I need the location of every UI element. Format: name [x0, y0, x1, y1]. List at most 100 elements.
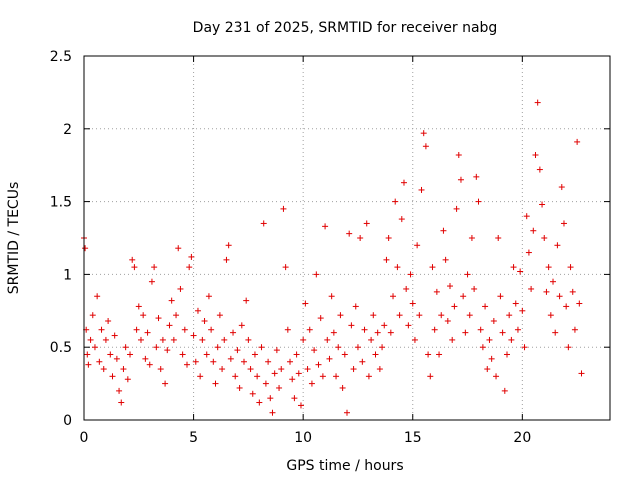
grid-layer — [84, 56, 610, 420]
data-point — [256, 399, 263, 406]
data-point — [335, 344, 342, 351]
data-point — [547, 312, 554, 319]
data-point — [453, 205, 460, 212]
data-point — [188, 253, 195, 260]
data-point — [440, 227, 447, 234]
data-point — [510, 264, 517, 271]
data-point — [471, 285, 478, 292]
data-point — [512, 300, 519, 307]
y-tick-label: 2.5 — [50, 49, 72, 65]
data-point — [532, 152, 539, 159]
data-point — [184, 361, 191, 368]
data-point — [291, 395, 298, 402]
data-point — [563, 303, 570, 310]
data-point — [407, 271, 414, 278]
y-axis-label: SRMTID / TECUs — [6, 182, 22, 295]
data-point — [129, 256, 136, 263]
data-point — [462, 329, 469, 336]
data-point — [144, 329, 151, 336]
data-point — [113, 355, 120, 362]
data-point — [449, 336, 456, 343]
data-point — [503, 351, 510, 358]
data-point — [94, 293, 101, 300]
data-point — [519, 307, 526, 314]
data-point — [436, 351, 443, 358]
data-point — [91, 344, 98, 351]
data-point — [311, 347, 318, 354]
data-point — [230, 329, 237, 336]
data-point — [497, 293, 504, 300]
data-point — [372, 351, 379, 358]
y-tick-label: 1.5 — [50, 195, 72, 211]
data-point — [212, 380, 219, 387]
data-point — [536, 166, 543, 173]
data-point — [173, 312, 180, 319]
data-point — [508, 336, 515, 343]
data-point — [306, 326, 313, 333]
data-point — [543, 288, 550, 295]
data-point — [201, 317, 208, 324]
data-point — [313, 271, 320, 278]
data-point — [578, 370, 585, 377]
data-point — [394, 264, 401, 271]
data-point — [199, 336, 206, 343]
data-point — [245, 336, 252, 343]
data-point — [396, 312, 403, 319]
data-point — [379, 344, 386, 351]
data-point — [208, 326, 215, 333]
data-point — [560, 220, 567, 227]
y-tick-label: 0.5 — [50, 340, 72, 356]
data-point — [151, 264, 158, 271]
data-point — [124, 376, 131, 383]
data-point — [157, 366, 164, 373]
data-point — [118, 399, 125, 406]
y-tick-label: 1 — [63, 267, 72, 283]
data-point — [466, 312, 473, 319]
x-axis-label: GPS time / hours — [286, 458, 403, 474]
data-point — [87, 336, 94, 343]
data-point — [431, 326, 438, 333]
data-point — [493, 373, 500, 380]
data-points — [81, 99, 585, 416]
x-tick-label: 20 — [513, 430, 531, 446]
data-point — [315, 361, 322, 368]
data-point — [179, 351, 186, 358]
data-point — [168, 297, 175, 304]
data-point — [293, 351, 300, 358]
data-point — [214, 344, 221, 351]
data-point — [411, 336, 418, 343]
data-point — [282, 264, 289, 271]
axis-ticks: 0 5 10 15 20 0 0.5 1 1.5 2 2.5 — [50, 49, 610, 446]
data-point — [475, 198, 482, 205]
data-point — [422, 143, 429, 150]
data-point — [219, 366, 226, 373]
data-point — [236, 384, 243, 391]
data-point — [558, 184, 565, 191]
y-tick-label: 2 — [63, 122, 72, 138]
data-point — [159, 336, 166, 343]
data-point — [258, 344, 265, 351]
data-point — [271, 370, 278, 377]
data-point — [442, 256, 449, 263]
x-tick-label: 5 — [189, 430, 198, 446]
data-point — [120, 366, 127, 373]
data-point — [324, 336, 331, 343]
data-point — [363, 220, 370, 227]
data-point — [576, 300, 583, 307]
data-point — [341, 351, 348, 358]
data-point — [186, 264, 193, 271]
data-point — [365, 373, 372, 380]
data-point — [100, 366, 107, 373]
data-point — [96, 358, 103, 365]
data-point — [85, 361, 92, 368]
data-point — [556, 293, 563, 300]
data-point — [383, 256, 390, 263]
data-point — [166, 322, 173, 329]
data-point — [438, 312, 445, 319]
data-point — [385, 235, 392, 241]
data-point — [328, 293, 335, 300]
data-point — [565, 344, 572, 351]
data-point — [550, 278, 557, 285]
data-point — [427, 373, 434, 380]
data-point — [357, 235, 364, 241]
